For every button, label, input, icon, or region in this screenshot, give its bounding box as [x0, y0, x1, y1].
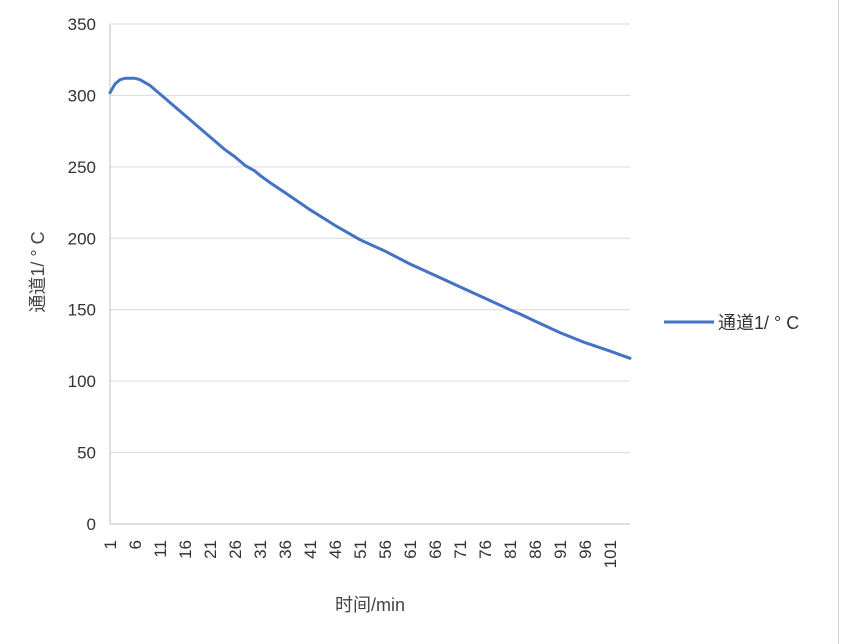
x-tick-label: 101 — [601, 540, 620, 568]
y-tick-label: 300 — [68, 86, 96, 105]
x-tick-label: 71 — [451, 540, 470, 559]
y-tick-label: 350 — [68, 15, 96, 34]
x-tick-label: 61 — [401, 540, 420, 559]
x-tick-label: 51 — [351, 540, 370, 559]
y-tick-label: 100 — [68, 372, 96, 391]
x-tick-label: 1 — [101, 540, 120, 549]
x-tick-label: 16 — [176, 540, 195, 559]
x-tick-label: 36 — [276, 540, 295, 559]
x-tick-label: 46 — [326, 540, 345, 559]
y-axis-title: 通道1/ ° C — [28, 231, 48, 312]
x-tick-labels: 1 6 11 16 21 26 31 36 41 46 51 56 61 66 71 76 81 86 91 96 10… — [101, 540, 620, 568]
x-tick-label: 56 — [376, 540, 395, 559]
x-tick-label: 81 — [501, 540, 520, 559]
x-tick-label: 26 — [226, 540, 245, 559]
x-tick-label: 66 — [426, 540, 445, 559]
y-tick-label: 50 — [77, 444, 96, 463]
axes — [109, 24, 630, 525]
series-lines — [108, 76, 632, 360]
right-border — [838, 0, 839, 644]
series-line-0 — [108, 76, 632, 360]
legend: 通道1/ ° C — [664, 313, 799, 333]
x-tick-label: 96 — [576, 540, 595, 559]
x-tick-label: 41 — [301, 540, 320, 559]
y-tick-label: 250 — [68, 158, 96, 177]
y-tick-label: 200 — [68, 229, 96, 248]
x-tick-label: 21 — [201, 540, 220, 559]
x-tick-label: 31 — [251, 540, 270, 559]
x-tick-label: 91 — [551, 540, 570, 559]
x-tick-label: 86 — [526, 540, 545, 559]
x-tick-label: 76 — [476, 540, 495, 559]
x-tick-label: 11 — [151, 540, 170, 558]
y-tick-labels: 0 50 100 150 200 250 300 350 — [68, 15, 96, 534]
gridlines — [110, 23, 630, 454]
y-tick-label: 150 — [68, 301, 96, 320]
x-axis-title: 时间/min — [335, 595, 405, 615]
x-tick-label: 6 — [126, 540, 145, 549]
y-tick-label: 0 — [87, 515, 96, 534]
legend-label: 通道1/ ° C — [718, 313, 799, 333]
